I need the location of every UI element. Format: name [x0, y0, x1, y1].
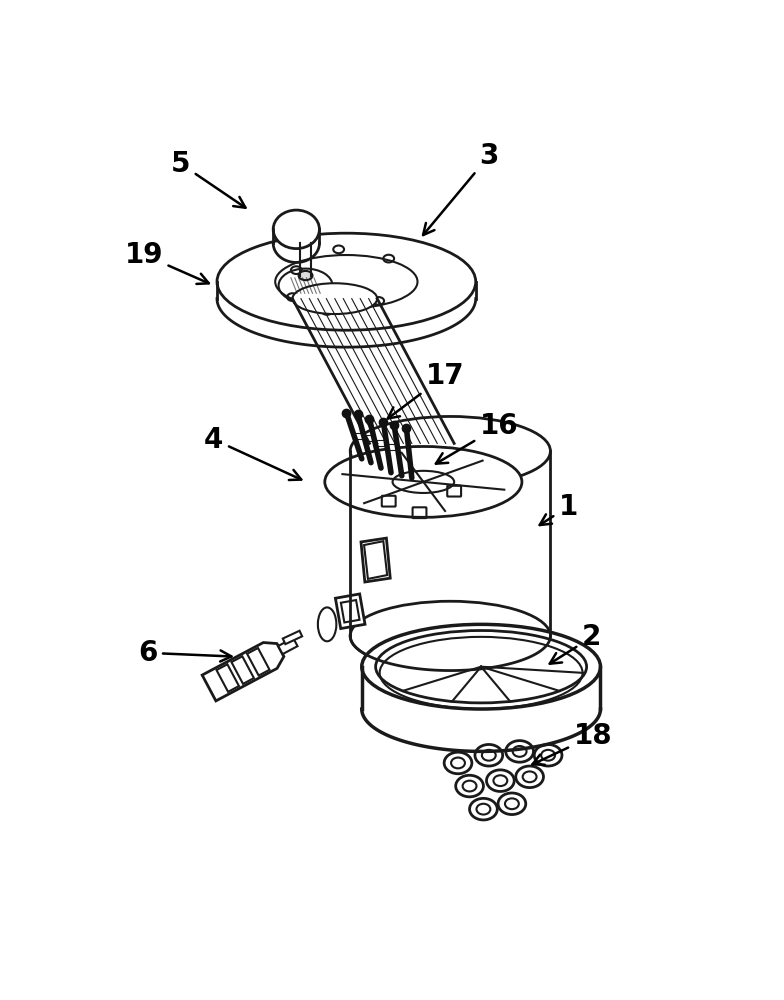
FancyBboxPatch shape — [387, 444, 396, 450]
Text: 3: 3 — [423, 142, 499, 235]
Polygon shape — [336, 594, 365, 629]
Polygon shape — [278, 638, 298, 654]
Ellipse shape — [534, 744, 562, 766]
Polygon shape — [283, 631, 302, 644]
FancyBboxPatch shape — [364, 435, 373, 441]
Ellipse shape — [498, 793, 526, 815]
Ellipse shape — [369, 428, 454, 459]
Text: 6: 6 — [138, 639, 231, 667]
FancyBboxPatch shape — [375, 440, 383, 446]
Ellipse shape — [325, 446, 522, 517]
Ellipse shape — [445, 752, 472, 774]
Ellipse shape — [299, 271, 313, 280]
FancyBboxPatch shape — [354, 433, 362, 439]
Polygon shape — [361, 538, 390, 582]
Text: 2: 2 — [550, 623, 601, 664]
Polygon shape — [350, 451, 550, 636]
Text: 17: 17 — [388, 362, 464, 418]
Polygon shape — [202, 643, 284, 701]
Ellipse shape — [487, 770, 514, 791]
Ellipse shape — [361, 624, 601, 709]
Text: 16: 16 — [436, 412, 518, 464]
Ellipse shape — [516, 766, 543, 788]
Ellipse shape — [456, 775, 484, 797]
Ellipse shape — [506, 741, 533, 762]
Ellipse shape — [350, 601, 550, 671]
Ellipse shape — [217, 233, 476, 330]
Text: 19: 19 — [125, 241, 209, 284]
Text: 5: 5 — [171, 150, 245, 208]
Text: 18: 18 — [532, 722, 612, 765]
Ellipse shape — [470, 798, 497, 820]
Ellipse shape — [475, 744, 503, 766]
Ellipse shape — [273, 210, 319, 249]
Text: 1: 1 — [539, 493, 578, 525]
Ellipse shape — [350, 416, 550, 486]
Ellipse shape — [292, 283, 377, 314]
Text: 4: 4 — [205, 426, 301, 480]
